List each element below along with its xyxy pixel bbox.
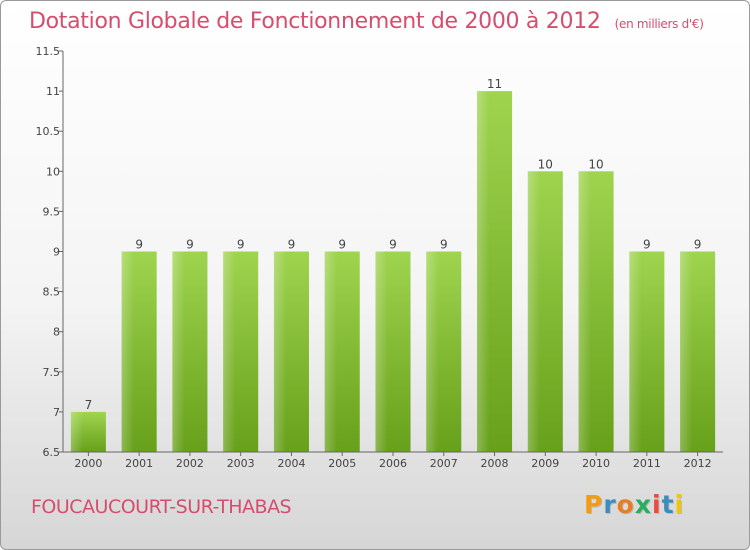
- bar-highlight-2007: [426, 251, 439, 452]
- x-tick-label-2002: 2002: [176, 457, 204, 470]
- x-tick-label-2008: 2008: [481, 457, 509, 470]
- x-tick-label-2001: 2001: [125, 457, 153, 470]
- y-axis: 6.5 7 7.5 8 8.5 9 9.5 10 10.5 11 11.5: [36, 45, 64, 459]
- chart-title-text: Dotation Globale de Fonctionnement de 20…: [29, 9, 601, 34]
- chart-subtitle: (en milliers d'€): [614, 17, 704, 31]
- bar-highlight-2011: [629, 251, 642, 452]
- y-tick-label: 7.5: [43, 366, 61, 379]
- bar-highlight-2002: [172, 251, 185, 452]
- bar-highlight-2006: [375, 251, 388, 452]
- value-label-2000: 7: [85, 398, 93, 412]
- bar-highlight-2010: [578, 171, 591, 453]
- value-label-2006: 9: [389, 238, 397, 252]
- value-label-2003: 9: [237, 238, 245, 252]
- y-tick-label: 7: [53, 406, 60, 419]
- y-tick-label: 8: [53, 326, 60, 339]
- logo-letter: t: [661, 490, 675, 519]
- y-tick-label: 9: [53, 246, 60, 259]
- bars: 7 9 9 9 9 9 9 9 11 10 10 9 9: [70, 77, 716, 453]
- x-axis: 2000 2001 2002 2003 2004 2005 2006 2007 2008 2009…: [63, 451, 723, 470]
- logo-letter: x: [634, 490, 652, 519]
- bar-highlight-2012: [680, 251, 693, 452]
- x-tick-label-2012: 2012: [684, 457, 712, 470]
- bar-highlight-2004: [273, 251, 287, 452]
- y-tick-label: 10: [46, 165, 60, 178]
- bar-highlight-2009: [527, 171, 541, 453]
- y-tick-label: 11.5: [36, 45, 61, 58]
- value-label-2011: 9: [643, 238, 651, 252]
- value-label-2009: 10: [538, 157, 553, 171]
- bar-highlight-2001: [121, 251, 134, 452]
- logo-letter: P: [584, 490, 604, 519]
- x-tick-label-2010: 2010: [582, 457, 610, 470]
- value-label-2010: 10: [588, 157, 603, 171]
- proxiti-logo: Proxiti: [584, 490, 684, 519]
- logo-letter: i: [674, 490, 685, 519]
- x-tick-label-2007: 2007: [430, 457, 458, 470]
- x-tick-label-2003: 2003: [227, 457, 255, 470]
- y-tick-label: 6.5: [43, 446, 61, 459]
- y-tick-label: 9.5: [43, 205, 61, 218]
- value-label-2008: 11: [487, 77, 502, 91]
- value-label-2001: 9: [135, 238, 143, 252]
- y-tick-label: 8.5: [43, 286, 61, 299]
- bar-highlight-2003: [223, 251, 236, 452]
- value-label-2005: 9: [338, 238, 346, 252]
- bar-highlight-2008: [477, 91, 490, 452]
- bar-highlight-2005: [324, 251, 337, 452]
- chart-title: Dotation Globale de Fonctionnement de 20…: [29, 9, 704, 34]
- logo-letter: r: [603, 490, 617, 519]
- y-tick-label: 10.5: [36, 125, 61, 138]
- logo-letter: i: [652, 490, 662, 519]
- x-tick-label-2009: 2009: [531, 457, 559, 470]
- commune-name: FOUCAUCOURT-SUR-THABAS: [31, 496, 292, 518]
- value-label-2002: 9: [186, 238, 194, 252]
- bar-highlight-2000: [70, 411, 84, 452]
- y-tick-label: 11: [46, 85, 60, 98]
- value-label-2012: 9: [694, 238, 702, 252]
- x-tick-label-2006: 2006: [379, 457, 407, 470]
- x-tick-label-2011: 2011: [633, 457, 661, 470]
- logo-letter: o: [616, 490, 635, 519]
- x-tick-label-2005: 2005: [328, 457, 356, 470]
- x-tick-label-2000: 2000: [74, 457, 102, 470]
- x-tick-label-2004: 2004: [277, 457, 305, 470]
- value-label-2007: 9: [440, 238, 448, 252]
- value-label-2004: 9: [288, 238, 296, 252]
